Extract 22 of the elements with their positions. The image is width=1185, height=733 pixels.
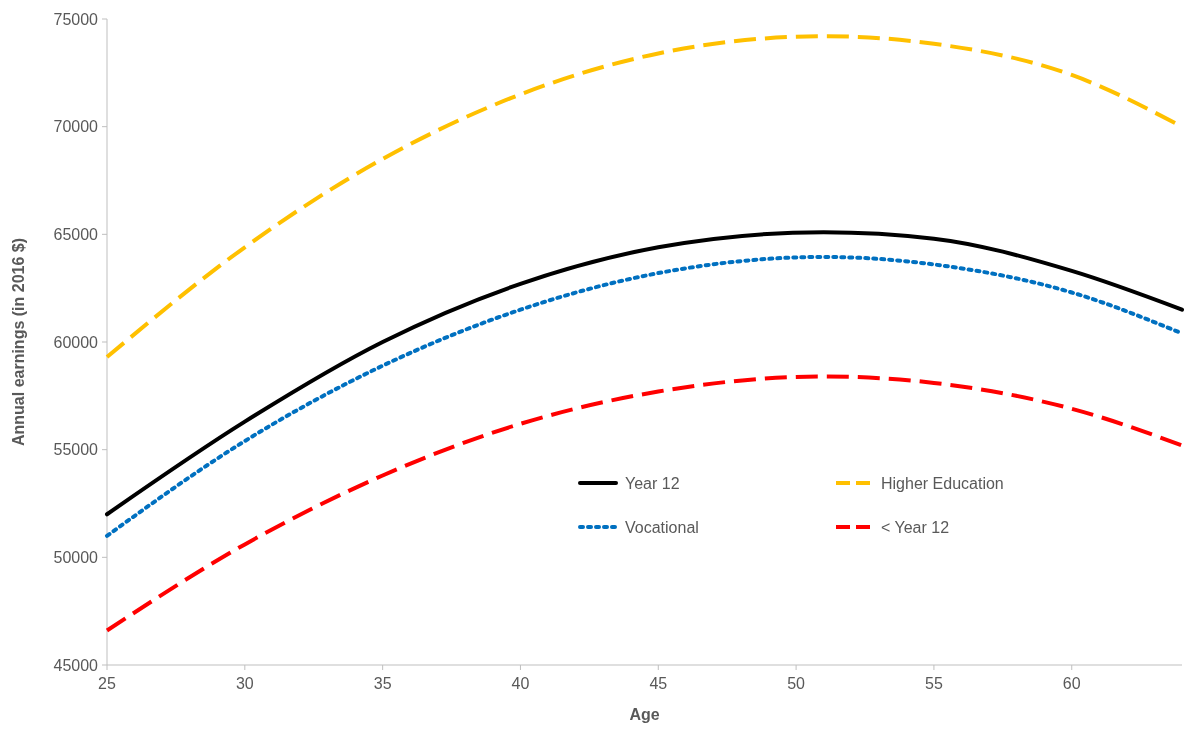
x-tick-label: 25 [98,675,116,692]
legend-label: Year 12 [625,474,680,492]
y-tick-label: 55000 [53,441,99,459]
line-series [105,374,1184,633]
x-tick-label: 35 [373,675,392,692]
x-tick-label: 45 [649,675,668,692]
x-tick-label: 50 [787,675,806,692]
x-tick-label: 30 [235,675,254,692]
y-tick-label: 45000 [53,656,99,674]
legend-label: < Year 12 [881,518,950,536]
y-tick-label: 70000 [53,118,99,136]
y-tick-label: 50000 [53,548,99,566]
y-tick-label: 75000 [53,10,99,28]
legend-label: Vocational [625,518,699,536]
y-axis-title: Annual earnings (in 2016 $) [10,237,27,447]
legend-label: Higher Education [881,474,1004,492]
y-tick-label: 65000 [53,225,99,243]
x-tick-label: 40 [511,675,530,692]
y-tick-label: 60000 [53,333,99,351]
x-tick-label: 55 [925,675,943,692]
x-axis-title: Age [629,706,660,723]
x-tick-label: 60 [1062,675,1081,692]
